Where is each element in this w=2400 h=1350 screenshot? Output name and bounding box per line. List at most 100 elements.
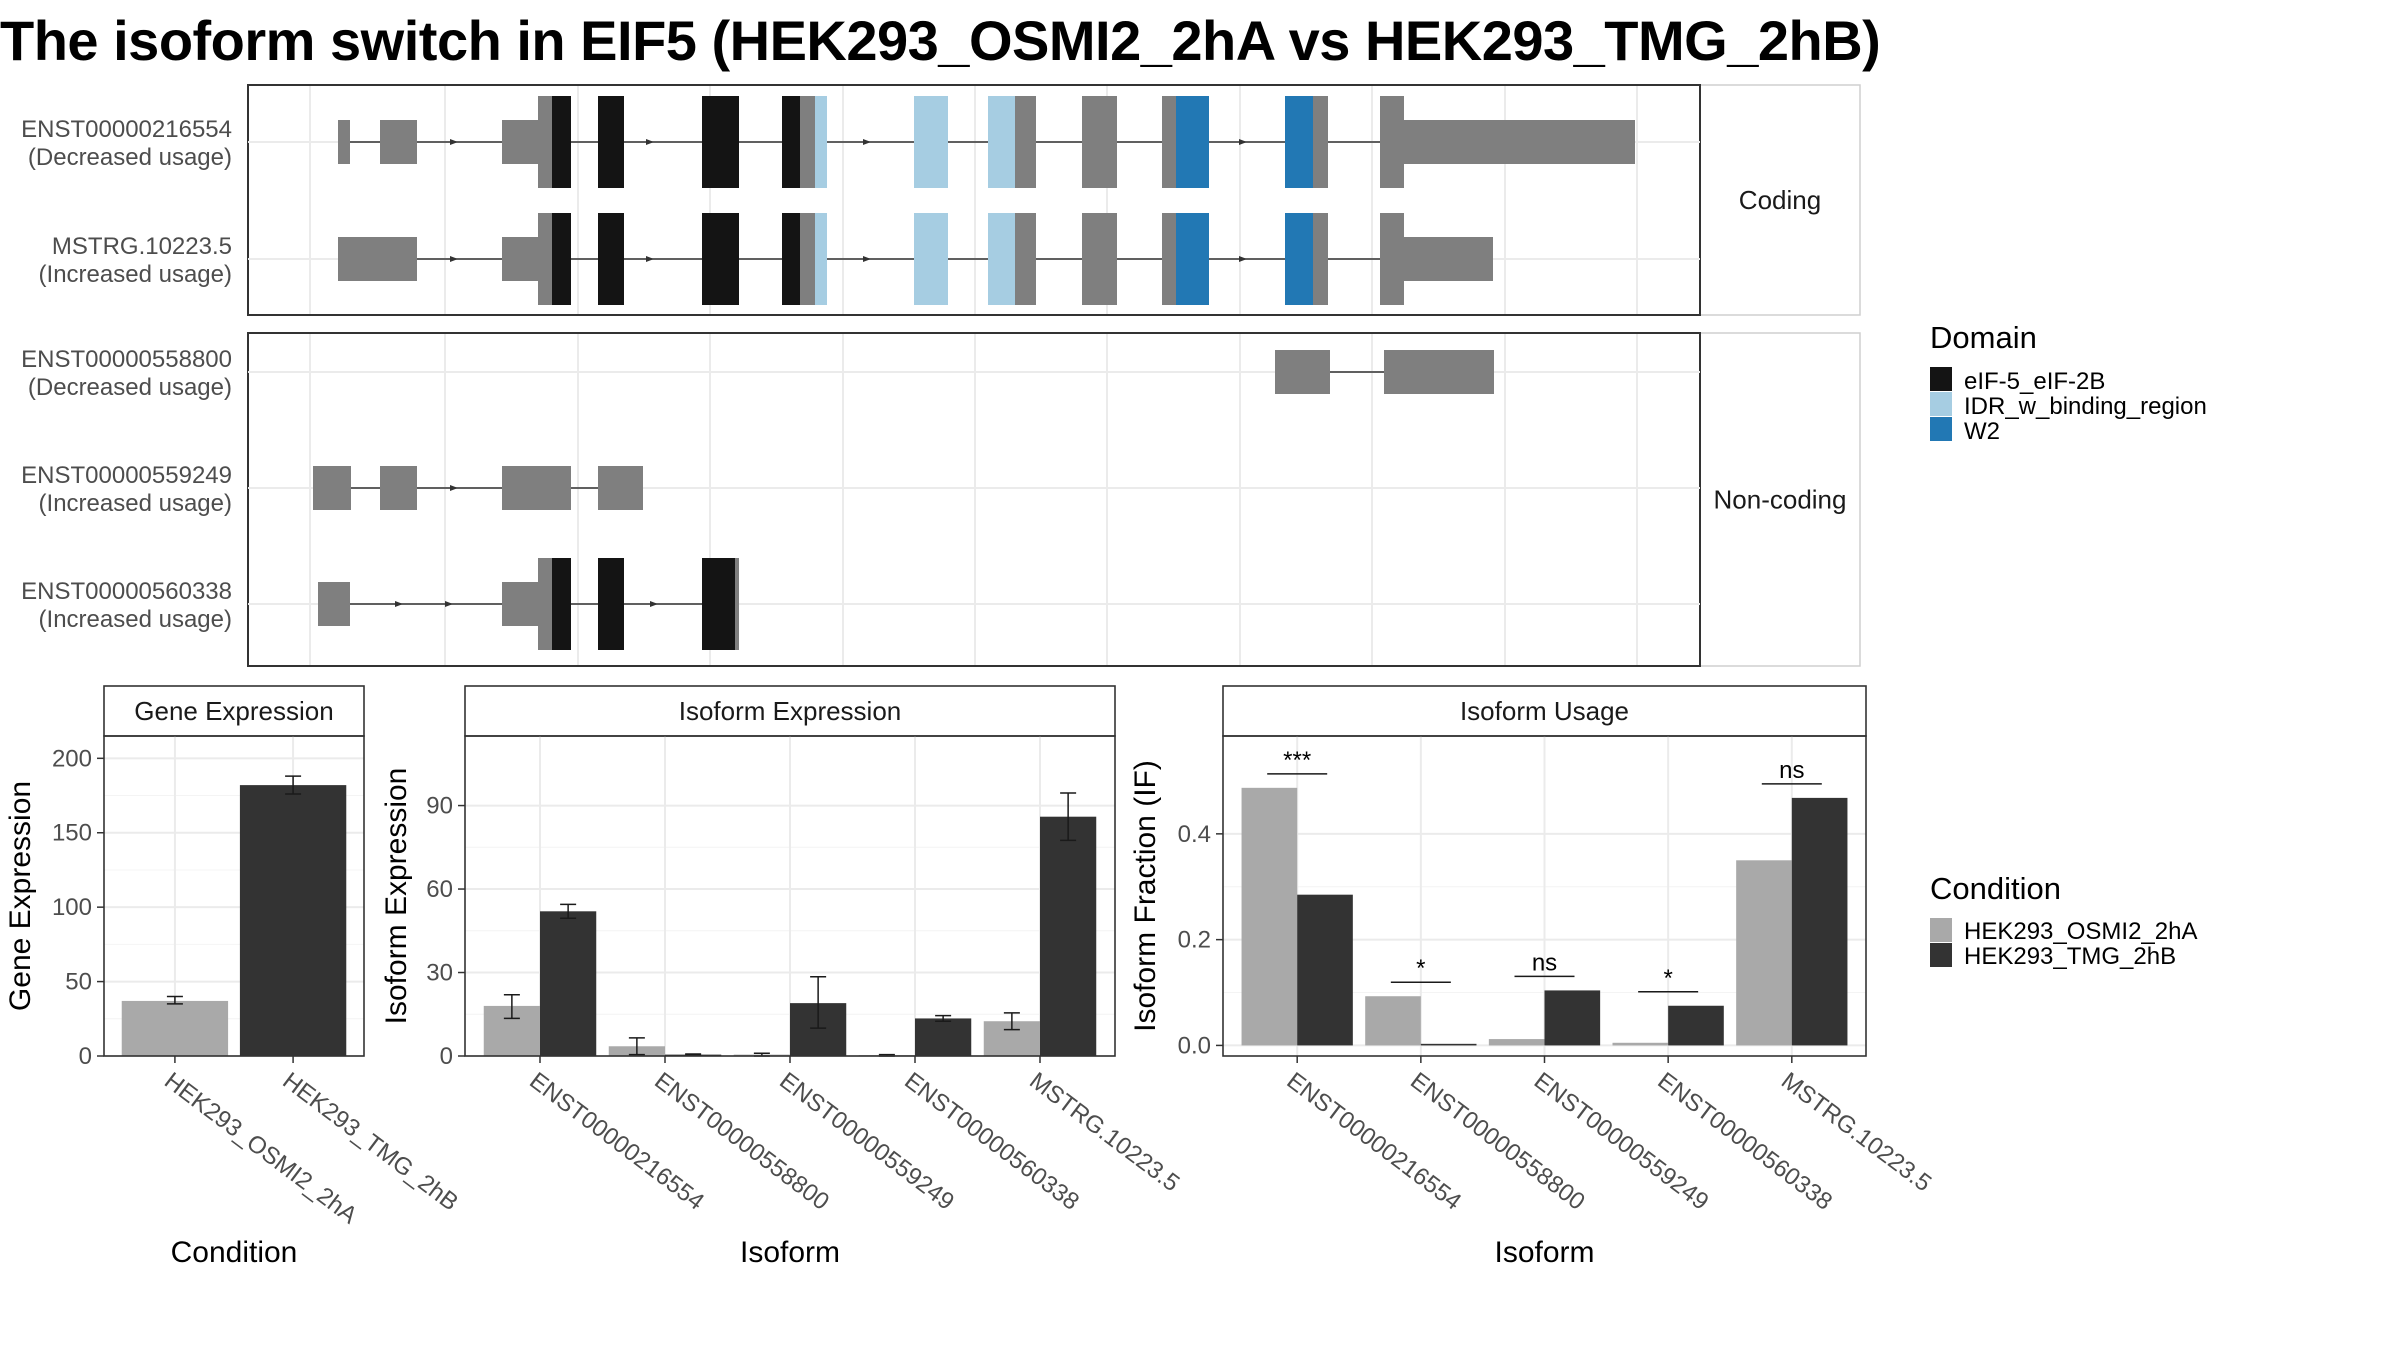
domain-block xyxy=(782,213,800,305)
exon-block xyxy=(318,582,350,626)
exon-block xyxy=(538,96,552,188)
y-tick-label: 100 xyxy=(52,894,92,921)
strand-arrow xyxy=(863,256,871,262)
transcript-model xyxy=(313,466,643,510)
exon-block xyxy=(502,237,538,281)
bar xyxy=(1612,1042,1669,1046)
exon-block xyxy=(380,466,417,510)
transcript-usage-label: (Decreased usage) xyxy=(28,144,232,171)
exon-block xyxy=(1404,120,1635,164)
domain-legend-key xyxy=(1930,392,1952,416)
exon-block xyxy=(380,120,417,164)
bar-chart: Isoform Usage**** ns*ns0.00.20.4ENST00000… xyxy=(1129,685,1936,1269)
domain-block xyxy=(782,96,800,188)
bar xyxy=(239,785,347,1056)
y-axis-title: Isoform Expression xyxy=(380,768,413,1025)
bar xyxy=(1488,1039,1545,1046)
transcript-usage-label: (Increased usage) xyxy=(39,606,232,633)
domain-block xyxy=(702,96,739,188)
strand-arrow xyxy=(1239,256,1247,262)
y-tick-label: 60 xyxy=(426,876,453,903)
condition-legend-key xyxy=(1930,918,1952,942)
domain-block xyxy=(988,96,1015,188)
domain-legend-label: eIF-5_eIF-2B xyxy=(1964,368,2105,395)
page-title: The isoform switch in EIF5 (HEK293_OSMI2… xyxy=(0,9,1881,72)
domain-block xyxy=(1285,96,1313,188)
transcript-label: ENST00000559249 xyxy=(21,462,232,489)
domain-block xyxy=(815,96,827,188)
bar xyxy=(540,911,597,1056)
exon-block xyxy=(1275,350,1330,394)
transcript-usage-label: (Increased usage) xyxy=(39,490,232,517)
domain-block xyxy=(702,558,735,650)
domain-block xyxy=(1285,213,1313,305)
panel-strip xyxy=(464,685,1116,737)
strand-arrow xyxy=(650,601,658,607)
coding-panel-strip xyxy=(1699,84,1861,316)
x-axis-title: Condition xyxy=(171,1236,298,1269)
exon-block xyxy=(1313,96,1328,188)
strand-arrow xyxy=(450,256,458,262)
domain-legend-key xyxy=(1930,417,1952,441)
exon-block xyxy=(1380,213,1404,305)
coding-panel-strip-label: Coding xyxy=(1739,185,1821,215)
domain-block xyxy=(598,213,624,305)
condition-legend-title: Condition xyxy=(1930,871,2061,906)
transcript-label: ENST00000216554 xyxy=(21,116,232,143)
domain-block xyxy=(598,96,624,188)
bar xyxy=(1544,990,1601,1046)
exon-block xyxy=(735,558,739,650)
domain-block xyxy=(598,558,624,650)
domain-block xyxy=(552,213,571,305)
strand-arrow xyxy=(863,139,871,145)
y-tick-label: 30 xyxy=(426,960,453,987)
y-tick-label: 150 xyxy=(52,820,92,847)
transcript-label: ENST00000558800 xyxy=(21,346,232,373)
bar-chart: Isoform Expression0306090ENST00000216554… xyxy=(380,685,1184,1269)
exon-block xyxy=(1313,213,1328,305)
exon-block xyxy=(800,96,815,188)
exon-block xyxy=(502,582,538,626)
x-axis-title: Isoform xyxy=(1494,1236,1594,1269)
y-tick-label: 0 xyxy=(79,1043,92,1070)
exon-block xyxy=(502,120,538,164)
exon-block xyxy=(598,466,643,510)
bar xyxy=(1736,860,1792,1046)
panel-title: Isoform Usage xyxy=(1460,696,1629,726)
transcript-label: MSTRG.10223.5 xyxy=(52,233,232,260)
strand-arrow xyxy=(450,139,458,145)
exon-block xyxy=(1015,213,1036,305)
strand-arrow xyxy=(1239,139,1247,145)
exon-block xyxy=(338,237,417,281)
condition-legend-label: HEK293_TMG_2hB xyxy=(1964,943,2176,970)
strand-arrow xyxy=(445,601,453,607)
exon-block xyxy=(538,558,552,650)
strand-arrow xyxy=(450,485,458,491)
exon-block xyxy=(313,466,351,510)
panel-title: Isoform Expression xyxy=(679,696,902,726)
exon-block xyxy=(800,213,815,305)
domain-block xyxy=(914,96,948,188)
exon-block xyxy=(1082,96,1117,188)
transcript-model xyxy=(338,213,1493,305)
strand-arrow xyxy=(395,601,403,607)
y-axis-title: Gene Expression xyxy=(4,781,37,1011)
bar xyxy=(1297,894,1353,1046)
exon-block xyxy=(1162,213,1176,305)
condition-legend-key xyxy=(1930,943,1952,967)
bar xyxy=(1365,996,1421,1046)
y-axis-title: Isoform Fraction (IF) xyxy=(1129,760,1162,1032)
bar xyxy=(121,1000,229,1056)
exon-block xyxy=(1404,237,1493,281)
bar xyxy=(915,1018,972,1056)
noncoding-panel-strip-label: Non-coding xyxy=(1714,485,1847,515)
y-tick-label: 0.0 xyxy=(1178,1032,1211,1059)
exon-block xyxy=(1380,96,1404,188)
x-tick-label: HEK293_OSMI2_2hA xyxy=(159,1067,362,1229)
bar xyxy=(1040,816,1097,1056)
exon-block xyxy=(1082,213,1117,305)
exon-block xyxy=(1384,350,1494,394)
strand-arrow xyxy=(646,139,654,145)
exon-block xyxy=(502,466,571,510)
domain-block xyxy=(702,213,739,305)
